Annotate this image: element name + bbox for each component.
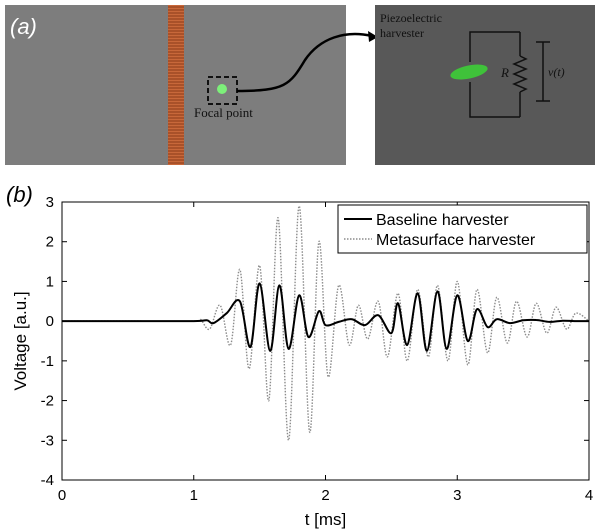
legend-box <box>337 204 588 254</box>
legend-label: Metasurface harvester <box>376 232 536 249</box>
arrow-head-icon <box>368 31 378 42</box>
x-axis-label: t [ms] <box>305 510 347 529</box>
panel-a-label: (a) <box>10 14 37 39</box>
voltage-label: v(t) <box>548 65 565 79</box>
y-tick-label: 0 <box>46 313 54 330</box>
y-tick-label: -4 <box>41 472 54 489</box>
y-tick-label: 1 <box>46 273 54 290</box>
x-tick-label: 2 <box>321 487 329 504</box>
panel-b-label: (b) <box>6 182 33 207</box>
y-tick-label: -3 <box>41 432 54 449</box>
x-tick-label: 4 <box>585 487 593 504</box>
focal-point-dot <box>217 84 227 94</box>
x-tick-label: 3 <box>453 487 461 504</box>
panel-a-illustration: (a) Focal point Piezoelectric harvester … <box>5 5 595 165</box>
y-tick-label: -2 <box>41 393 54 410</box>
y-axis-label: Voltage [a.u.] <box>11 291 30 390</box>
inset-title-line2: harvester <box>380 26 424 40</box>
y-tick-label: 2 <box>46 234 54 251</box>
x-tick-label: 0 <box>58 487 66 504</box>
focal-point-label: Focal point <box>194 105 253 120</box>
legend-label: Baseline harvester <box>376 212 509 229</box>
circuit-diagram <box>469 31 550 118</box>
legend: Baseline harvester Metasurface harvester <box>337 204 588 254</box>
inset-title-line1: Piezoelectric <box>380 11 442 25</box>
x-tick-label: 1 <box>190 487 198 504</box>
connector-arrow <box>236 32 373 93</box>
y-tick-label: 3 <box>46 194 54 211</box>
series-line-baseline <box>61 282 590 352</box>
metasurface-strip <box>168 5 184 165</box>
resistor-icon <box>512 55 528 93</box>
resistor-label: R <box>500 65 509 80</box>
y-tick-label: -1 <box>41 353 54 370</box>
harvester-disk-icon <box>450 64 488 80</box>
panel-b-chart: (b) 0 1 2 3 4 -4 -3 -2 -1 0 1 2 3 Voltage [a.u.] t [… <box>6 182 593 529</box>
